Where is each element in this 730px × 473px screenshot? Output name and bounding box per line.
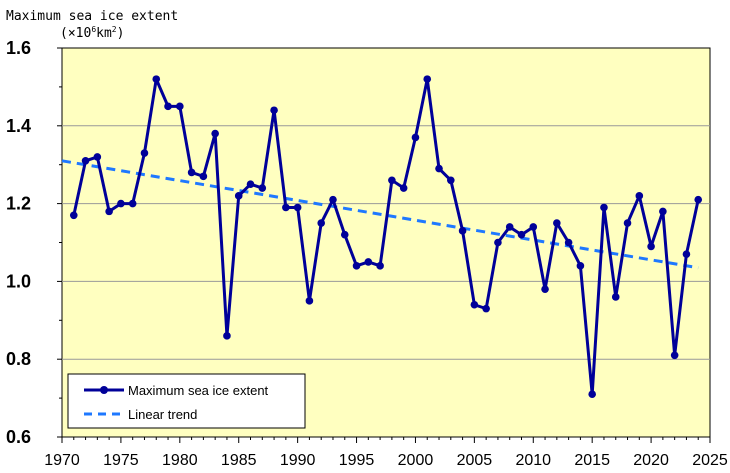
- x-tick-label: 2005: [457, 452, 493, 469]
- data-point: [117, 199, 125, 208]
- data-point: [388, 176, 396, 185]
- x-tick-label: 1975: [103, 452, 139, 469]
- data-point: [659, 207, 667, 216]
- data-point: [340, 230, 349, 239]
- data-point: [505, 223, 514, 231]
- data-point: [423, 75, 432, 83]
- data-point: [317, 219, 326, 227]
- data-point: [611, 293, 620, 301]
- data-point: [529, 223, 538, 231]
- data-point: [482, 304, 490, 313]
- data-point: [223, 332, 231, 340]
- x-tick-label: 2010: [515, 452, 551, 469]
- data-point: [105, 207, 113, 216]
- x-tick-label: 1985: [221, 452, 257, 469]
- data-point: [447, 176, 455, 185]
- data-point: [600, 203, 608, 212]
- y-tick-label: 0.8: [6, 349, 31, 369]
- data-point: [211, 129, 219, 138]
- data-point: [623, 219, 632, 227]
- y-tick-label: 1.4: [6, 116, 31, 136]
- data-point: [234, 192, 243, 200]
- data-point: [258, 184, 267, 192]
- data-point: [376, 262, 384, 270]
- data-point: [553, 219, 561, 227]
- x-tick-label: 1990: [280, 452, 316, 469]
- grid: [62, 125, 710, 360]
- data-point: [187, 168, 196, 177]
- x-tick-label: 2025: [692, 452, 728, 469]
- x-tick-label: 2000: [398, 452, 434, 469]
- y-axis: 0.6 0.8 1.0 1.2 1.4 1.6: [6, 38, 62, 447]
- data-point: [588, 390, 596, 399]
- data-point: [411, 133, 420, 142]
- data-point: [81, 157, 90, 165]
- data-point: [69, 211, 78, 220]
- data-point: [93, 153, 102, 161]
- data-point: [670, 351, 679, 360]
- data-point: [164, 102, 172, 111]
- data-point: [152, 75, 161, 83]
- trend-line: [61, 159, 699, 270]
- data-point: [635, 192, 644, 200]
- data-point: [682, 250, 691, 258]
- data-point: [282, 203, 290, 212]
- y-tick-label: 1.2: [6, 194, 31, 214]
- y-tick-label: 0.6: [6, 427, 31, 447]
- extent-series: [69, 75, 703, 399]
- data-point: [199, 172, 208, 181]
- x-tick-label: 2020: [633, 452, 669, 469]
- trend-series: [61, 159, 699, 270]
- y-axis-title: Maximum sea ice extent: [6, 9, 178, 24]
- x-tick-label: 2015: [574, 452, 610, 469]
- legend: Maximum sea ice extent Linear trend: [67, 373, 306, 429]
- x-tick-label: 1970: [44, 452, 80, 469]
- data-point: [352, 262, 361, 270]
- data-point: [470, 300, 479, 309]
- data-point: [364, 258, 373, 266]
- legend-box: [67, 373, 306, 429]
- data-point: [246, 180, 255, 188]
- data-point: [128, 199, 137, 208]
- y-tick-label: 1.6: [6, 38, 31, 58]
- y-tick-label: 1.0: [6, 271, 31, 291]
- data-point: [517, 230, 526, 239]
- x-axis: 1970 1975 1980 1985 1990 1995 2000 2005 2010 2015…: [44, 437, 728, 469]
- data-point: [293, 203, 302, 212]
- data-point: [270, 106, 278, 115]
- y-axis-unit: (×106km2): [60, 25, 124, 41]
- data-point: [176, 102, 184, 111]
- data-point: [541, 285, 549, 293]
- x-tick-label: 1980: [162, 452, 198, 469]
- legend-label-extent: Maximum sea ice extent: [128, 383, 269, 398]
- data-point: [140, 149, 149, 157]
- x-tick-label: 1995: [339, 452, 375, 469]
- data-point: [647, 242, 655, 251]
- data-point: [399, 184, 408, 192]
- data-point: [435, 164, 443, 173]
- data-point: [494, 238, 502, 247]
- data-point: [564, 238, 573, 247]
- data-point: [329, 195, 337, 204]
- legend-label-trend: Linear trend: [128, 407, 197, 422]
- data-point: [576, 262, 585, 270]
- data-point: [305, 297, 314, 305]
- data-point: [694, 195, 703, 204]
- data-point: [458, 227, 467, 235]
- legend-marker-extent: [100, 386, 108, 394]
